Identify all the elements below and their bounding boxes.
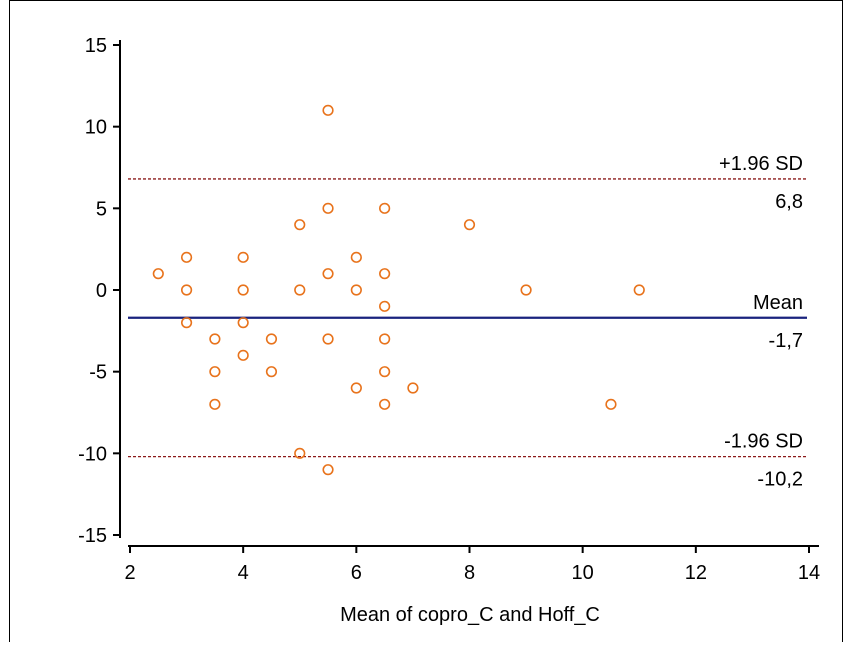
- data-point: [294, 219, 306, 231]
- data-point: [209, 398, 221, 410]
- data-point: [322, 104, 334, 116]
- y-tick-label: -5: [89, 362, 107, 384]
- data-point: [265, 333, 278, 345]
- data-point: [633, 284, 645, 296]
- y-tick-label: -10: [78, 443, 107, 465]
- y-tick-label: -15: [78, 525, 107, 547]
- mean-label: Mean: [753, 292, 803, 314]
- data-point: [265, 366, 278, 378]
- mean-value: -1,7: [769, 330, 803, 352]
- data-point: [379, 333, 391, 345]
- data-point: [322, 202, 334, 214]
- y-tick-label: 5: [96, 198, 107, 220]
- data-points: [152, 104, 645, 476]
- x-axis-label: Mean of copro_C and Hoff_C: [340, 604, 600, 626]
- data-point: [209, 333, 221, 345]
- x-tick-label: 2: [124, 562, 135, 584]
- y-tick-label: 0: [96, 280, 107, 302]
- x-tick-label: 8: [464, 562, 475, 584]
- data-point: [350, 284, 362, 296]
- upper-limit-value: 6,8: [775, 191, 803, 213]
- data-point: [237, 349, 249, 361]
- data-point: [322, 268, 334, 280]
- x-tick-label: 12: [685, 562, 707, 584]
- data-point: [237, 284, 249, 296]
- data-point: [237, 251, 249, 263]
- data-point: [322, 464, 334, 476]
- y-tick-label: 15: [85, 35, 107, 57]
- data-point: [379, 366, 391, 378]
- reference-lines: +1.96 SD 6,8 Mean -1,7 -1.96 SD -10,2: [128, 153, 807, 491]
- data-point: [209, 366, 221, 378]
- data-point: [152, 268, 164, 280]
- x-tick-label: 6: [351, 562, 362, 584]
- data-point: [379, 300, 391, 312]
- data-point: [379, 202, 391, 214]
- chart-frame: [9, 0, 843, 642]
- data-point: [520, 284, 532, 296]
- data-point: [322, 333, 334, 345]
- data-point: [463, 219, 476, 231]
- x-tick-label: 4: [238, 562, 249, 584]
- data-point: [180, 317, 193, 329]
- upper-limit-label: +1.96 SD: [719, 153, 803, 175]
- data-point: [237, 317, 249, 329]
- data-point: [350, 382, 362, 394]
- data-point: [350, 251, 362, 263]
- axes: 15 10 5 0 -5 -10 -15 2 4 6 8 10 12 14: [78, 35, 820, 584]
- data-point: [180, 251, 193, 263]
- x-tick-label: 14: [798, 562, 820, 584]
- data-point: [407, 382, 419, 394]
- y-tick-label: 10: [85, 117, 107, 139]
- lower-limit-value: -10,2: [757, 469, 803, 491]
- lower-limit-label: -1.96 SD: [724, 431, 803, 453]
- data-point: [379, 398, 391, 410]
- x-tick-label: 10: [572, 562, 594, 584]
- data-point: [180, 284, 193, 296]
- data-point: [605, 398, 617, 410]
- data-point: [294, 284, 306, 296]
- data-point: [379, 268, 391, 280]
- data-point: [294, 447, 306, 459]
